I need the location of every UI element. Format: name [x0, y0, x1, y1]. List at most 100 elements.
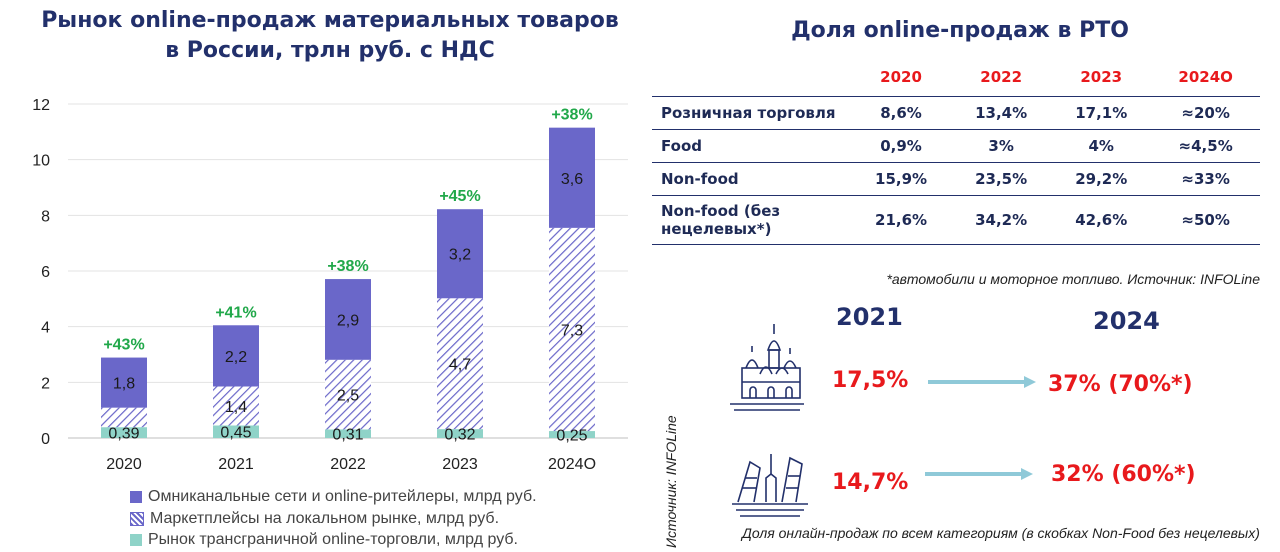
bar-segment	[101, 407, 147, 428]
y-tick-label: 10	[32, 153, 50, 170]
y-tick-label: 6	[41, 264, 50, 281]
bar-segment	[101, 427, 147, 438]
legend-label: Омниканальные сети и online-ритейлеры, м…	[148, 488, 537, 505]
bar-segment	[549, 127, 595, 228]
bar-segment	[213, 325, 259, 387]
x-tick-label: 2023	[442, 456, 478, 473]
share-title: Доля online-продаж в РТО	[791, 18, 1129, 43]
col-header: 2024О	[1178, 68, 1233, 86]
bar-segment	[101, 357, 147, 408]
moscow-share-2021: 17,5%	[832, 368, 909, 393]
x-tick-label: 2024О	[548, 456, 596, 473]
table-row: Non-food 15,9% 23,5% 29,2% ≈33%	[652, 162, 1260, 196]
x-tick-label: 2021	[218, 456, 254, 473]
legend-item-crossborder: Рынок трансграничной online-торговли, мл…	[130, 529, 518, 551]
chart-title-line1: Рынок online-продаж материальных товаров	[41, 8, 619, 33]
y-tick-label: 0	[41, 431, 50, 448]
table-cell: ≈33%	[1151, 162, 1260, 196]
table-cell: 0,9%	[851, 129, 952, 163]
x-tick-label: 2020	[106, 456, 142, 473]
table-corner	[652, 58, 851, 97]
bar-segment	[325, 279, 371, 360]
moscow-share-2024: 37% (70%*)	[1048, 372, 1193, 397]
bar-segment	[213, 386, 259, 426]
data-label: 1,4	[225, 399, 247, 416]
legend-item-omnichannel: Омниканальные сети и online-ритейлеры, м…	[130, 486, 537, 508]
row-label: Розничная торговля	[652, 96, 851, 130]
col-header: 2022	[980, 68, 1023, 86]
table-cell: 3%	[951, 129, 1052, 163]
spb-share-2024: 32% (60%*)	[1051, 462, 1196, 487]
growth-label: +38%	[551, 107, 592, 124]
table-cell: 13,4%	[951, 96, 1052, 130]
legend-item-marketplaces: Маркетплейсы на локальном рынке, млрд ру…	[130, 508, 499, 530]
legend-swatch-solid	[130, 491, 142, 503]
bar-segment	[437, 298, 483, 430]
y-tick-label: 4	[41, 320, 50, 337]
row-label-line1: Non-food (без	[661, 202, 781, 220]
row-label: Non-food (без нецелевых*)	[652, 195, 851, 245]
data-label: 0,39	[108, 426, 139, 443]
bar-segment	[213, 425, 259, 438]
data-label: 1,8	[113, 376, 135, 393]
spb-share-2021: 14,7%	[832, 470, 909, 495]
table-cell: 29,2%	[1051, 162, 1152, 196]
table-cell: 21,6%	[851, 195, 952, 245]
table-cell: ≈50%	[1151, 195, 1260, 245]
bar-segment	[437, 429, 483, 438]
legend-label: Маркетплейсы на локальном рынке, млрд ру…	[150, 510, 500, 527]
bar-segment	[549, 431, 595, 438]
vertical-source-label: Источник: INFOLine	[663, 415, 679, 548]
col-header: 2023	[1080, 68, 1123, 86]
table-cell: 23,5%	[951, 162, 1052, 196]
comparison-caption: Доля онлайн-продаж по всем категориям (в…	[742, 525, 1260, 541]
arrow-right-icon	[925, 468, 1033, 480]
x-tick-label: 2022	[330, 456, 366, 473]
chart-title-line2: в России, трлн руб. с НДС	[165, 38, 495, 63]
data-label: 0,31	[332, 427, 363, 444]
bar-segment	[437, 209, 483, 299]
data-label: 3,2	[449, 247, 471, 264]
year-to: 2024	[1093, 307, 1160, 335]
growth-label: +45%	[439, 188, 480, 205]
data-label: 2,5	[337, 388, 359, 405]
table-row: Non-food (без нецелевых*) 21,6% 34,2% 42…	[652, 195, 1260, 245]
table-cell: 4%	[1051, 129, 1152, 163]
moscow-kremlin-icon	[730, 324, 804, 411]
legend-swatch-teal	[130, 534, 142, 546]
table-cell: 34,2%	[951, 195, 1052, 245]
table-cell: ≈4,5%	[1151, 129, 1260, 163]
row-label: Non-food	[652, 162, 851, 196]
saint-petersburg-bridge-icon	[732, 454, 808, 517]
data-label: 2,2	[225, 349, 247, 366]
data-label: 0,45	[220, 425, 251, 442]
table-cell: 42,6%	[1051, 195, 1152, 245]
data-label: 0,25	[556, 428, 587, 445]
table-cell: 8,6%	[851, 96, 952, 130]
table-cell: ≈20%	[1151, 96, 1260, 130]
table-cell: 17,1%	[1051, 96, 1152, 130]
data-label: 2,9	[337, 312, 359, 329]
chart-title: Рынок online-продаж материальных товаров…	[30, 6, 630, 66]
legend-swatch-hatch	[130, 512, 144, 526]
row-label-line2: нецелевых*)	[661, 220, 772, 238]
arrow-right-icon	[928, 376, 1036, 388]
table-cell: 15,9%	[851, 162, 952, 196]
data-label: 4,7	[449, 357, 471, 374]
data-label: 3,6	[561, 171, 583, 188]
table-row: Розничная торговля 8,6% 13,4% 17,1% ≈20%	[652, 96, 1260, 130]
bar-segment	[325, 359, 371, 430]
share-table: 2020 2022 2023 2024О Розничная торговля …	[652, 58, 1260, 245]
footnote: *автомобили и моторное топливо. Источник…	[886, 271, 1260, 287]
legend-label: Рынок трансграничной online-торговли, мл…	[148, 531, 518, 548]
table-row: Food 0,9% 3% 4% ≈4,5%	[652, 129, 1260, 163]
bar-segment	[325, 429, 371, 438]
data-label: 0,32	[444, 427, 475, 444]
col-header: 2020	[880, 68, 922, 86]
growth-label: +38%	[327, 258, 368, 275]
year-from: 2021	[836, 303, 903, 331]
row-label: Food	[652, 129, 851, 163]
stacked-bar-chart: 0 2 4 6 8 10 12 0,39 1,8 +43% 2020 0,45 1,4 2,2 +41% 2…	[32, 97, 628, 473]
y-tick-label: 2	[41, 375, 50, 392]
data-label: 7,3	[561, 322, 583, 339]
